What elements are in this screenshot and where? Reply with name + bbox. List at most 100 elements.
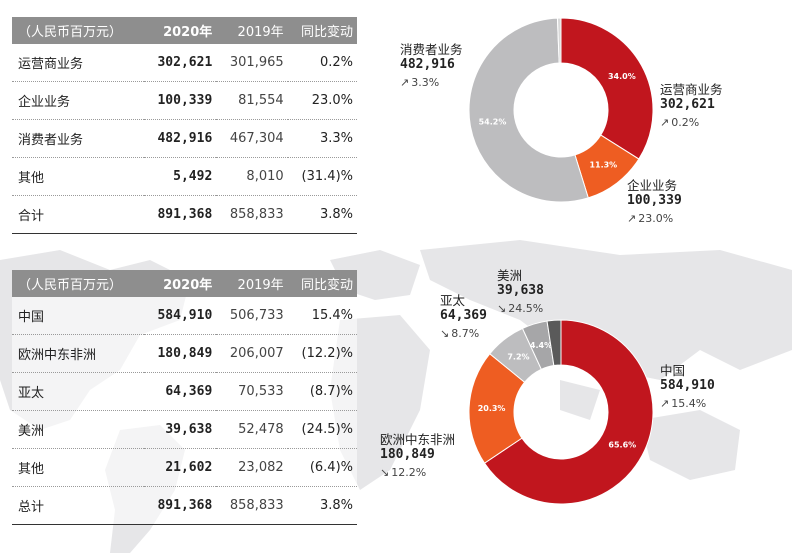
label-apac: 亚太 64,369 ↘ 8.7% <box>440 293 487 341</box>
label-change: ↗ 15.4% <box>660 397 707 410</box>
row-name-cell: 合计 <box>12 195 144 234</box>
table-row: 消费者业务 482,916 467,304 3.3% <box>12 119 357 158</box>
value-2019-cell: 23,082 <box>216 448 288 487</box>
year-2019-header: 2019年 <box>216 270 288 297</box>
label-value: 100,339 <box>627 193 682 208</box>
label-value: 584,910 <box>660 378 715 393</box>
segment-percent-label: 54.2% <box>479 117 507 126</box>
segment-percent-label: 7.2% <box>507 353 529 362</box>
row-name-cell: 美洲 <box>12 410 144 449</box>
row-name-cell: 中国 <box>12 297 144 335</box>
label-change: ↗ 23.0% <box>627 212 674 225</box>
donut-segment <box>468 17 589 203</box>
change-cell: 3.8% <box>287 486 357 525</box>
label-value: 482,916 <box>400 57 455 72</box>
segment-percent-label: 11.3% <box>589 161 617 170</box>
label-change: ↘ 12.2% <box>380 466 427 479</box>
value-2019-cell: 52,478 <box>216 410 288 449</box>
region-donut-chart: 65.6% 20.3% 7.2%4.4% <box>468 319 654 505</box>
label-emea: 欧洲中东非洲 180,849 ↘ 12.2% <box>380 432 455 480</box>
year-2019-header: 2019年 <box>216 17 288 44</box>
label-name: 美洲 <box>497 268 523 283</box>
label-consumer: 消费者业务 482,916 ↗ 3.3% <box>400 42 463 90</box>
label-name: 中国 <box>660 363 686 378</box>
value-2020-cell: 302,621 <box>143 44 217 82</box>
donut-segment <box>556 17 562 64</box>
change-cell: 15.4% <box>287 297 357 335</box>
table-row: 中国 584,910 506,733 15.4% <box>12 297 357 335</box>
change-header: 同比变动 <box>287 17 357 44</box>
arrow-up-icon: ↗ <box>660 116 670 129</box>
arrow-up-icon: ↗ <box>627 212 637 225</box>
value-2020-cell: 482,916 <box>143 119 217 158</box>
arrow-down-icon: ↘ <box>497 302 507 315</box>
table-row: 欧洲中东非洲 180,849 206,007 (12.2)% <box>12 334 357 373</box>
table-row: 其他 21,602 23,082 (6.4)% <box>12 448 357 487</box>
change-cell: (12.2)% <box>287 334 357 373</box>
change-cell: 3.3% <box>287 119 357 158</box>
value-2019-cell: 301,965 <box>216 44 288 82</box>
year-2020-header: 2020年 <box>143 17 217 44</box>
label-enterprise: 企业业务 100,339 ↗ 23.0% <box>627 178 682 226</box>
value-2019-cell: 506,733 <box>216 297 288 335</box>
label-value: 180,849 <box>380 447 435 462</box>
change-cell: (24.5)% <box>287 410 357 449</box>
label-value: 64,369 <box>440 308 487 323</box>
segment-percent-label: 20.3% <box>478 404 506 413</box>
label-name: 企业业务 <box>627 178 678 193</box>
row-name-cell: 其他 <box>12 448 144 487</box>
change-cell: 0.2% <box>287 44 357 82</box>
unit-header: （人民币百万元） <box>12 17 144 44</box>
table-header-row: （人民币百万元） 2020年 2019年 同比变动 <box>12 17 357 44</box>
table-row: 企业业务 100,339 81,554 23.0% <box>12 81 357 120</box>
business-donut-chart: 34.0% 11.3% 54.2% <box>468 17 654 203</box>
arrow-up-icon: ↗ <box>660 397 670 410</box>
value-2020-cell: 891,368 <box>143 195 217 234</box>
row-name-cell: 欧洲中东非洲 <box>12 334 144 373</box>
label-china: 中国 584,910 ↗ 15.4% <box>660 363 715 411</box>
donut-segment <box>483 319 654 505</box>
arrow-down-icon: ↘ <box>380 466 390 479</box>
table-row: 运营商业务 302,621 301,965 0.2% <box>12 44 357 82</box>
arrow-down-icon: ↘ <box>440 327 450 340</box>
row-name-cell: 亚太 <box>12 372 144 411</box>
row-name-cell: 其他 <box>12 157 144 196</box>
label-name: 消费者业务 <box>400 42 463 57</box>
label-name: 运营商业务 <box>660 82 723 97</box>
value-2020-cell: 584,910 <box>143 297 217 335</box>
business-revenue-table: （人民币百万元） 2020年 2019年 同比变动 运营商业务 302,621 30… <box>12 17 357 234</box>
label-change: ↗ 3.3% <box>400 76 440 89</box>
segment-percent-label: 65.6% <box>608 440 636 449</box>
row-name-cell: 企业业务 <box>12 81 144 120</box>
value-2019-cell: 70,533 <box>216 372 288 411</box>
table-header-row: （人民币百万元） 2020年 2019年 同比变动 <box>12 270 357 297</box>
value-2019-cell: 858,833 <box>216 486 288 525</box>
change-cell: 23.0% <box>287 81 357 120</box>
label-value: 302,621 <box>660 97 715 112</box>
change-header: 同比变动 <box>287 270 357 297</box>
label-change: ↘ 8.7% <box>440 327 480 340</box>
value-2020-cell: 891,368 <box>143 486 217 525</box>
label-name: 欧洲中东非洲 <box>380 432 456 447</box>
change-cell: 3.8% <box>287 195 357 234</box>
region-revenue-table: （人民币百万元） 2020年 2019年 同比变动 中国 584,910 506,7… <box>12 270 357 525</box>
value-2019-cell: 81,554 <box>216 81 288 120</box>
segment-percent-label: 34.0% <box>608 72 636 81</box>
row-name-cell: 运营商业务 <box>12 44 144 82</box>
value-2020-cell: 21,602 <box>143 448 217 487</box>
table-row: 合计 891,368 858,833 3.8% <box>12 195 357 234</box>
donut-segment <box>546 319 562 367</box>
change-cell: (31.4)% <box>287 157 357 196</box>
segment-percent-label: 4.4% <box>530 341 552 350</box>
value-2019-cell: 206,007 <box>216 334 288 373</box>
change-cell: (8.7)% <box>287 372 357 411</box>
table-row: 其他 5,492 8,010 (31.4)% <box>12 157 357 196</box>
table-row: 美洲 39,638 52,478 (24.5)% <box>12 410 357 449</box>
value-2019-cell: 467,304 <box>216 119 288 158</box>
unit-header: （人民币百万元） <box>12 270 144 297</box>
row-name-cell: 消费者业务 <box>12 119 144 158</box>
value-2020-cell: 39,638 <box>143 410 217 449</box>
value-2020-cell: 180,849 <box>143 334 217 373</box>
value-2019-cell: 858,833 <box>216 195 288 234</box>
